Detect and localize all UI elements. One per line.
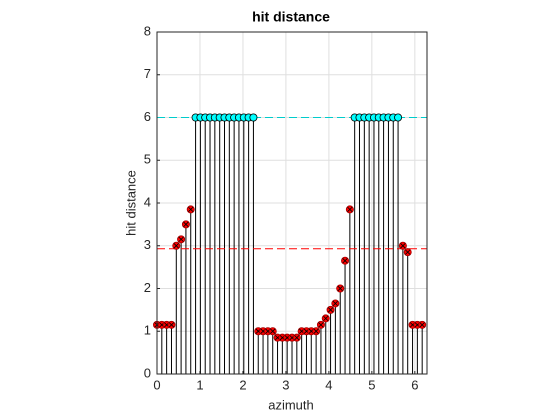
y-tick-label: 7 bbox=[144, 66, 151, 81]
y-axis-label: hit distance bbox=[123, 170, 138, 236]
y-tick-label: 2 bbox=[144, 280, 151, 295]
marker-cross bbox=[270, 328, 276, 334]
marker-cross bbox=[347, 206, 353, 212]
marker-cross bbox=[400, 243, 406, 249]
marker-cross bbox=[332, 300, 338, 307]
y-tick-label: 4 bbox=[144, 194, 151, 209]
y-tick-label: 8 bbox=[144, 23, 151, 38]
marker-cross bbox=[173, 243, 179, 249]
marker-cross bbox=[183, 221, 189, 227]
x-tick-label: 5 bbox=[368, 377, 375, 392]
axes-box bbox=[156, 31, 428, 375]
x-tick-label: 2 bbox=[239, 377, 246, 392]
stem-marker bbox=[249, 113, 258, 122]
chart-title: hit distance bbox=[252, 9, 330, 25]
x-tick-label: 6 bbox=[411, 377, 418, 392]
y-tick-label: 6 bbox=[144, 109, 151, 124]
marker-cross bbox=[405, 249, 411, 255]
stem-marker bbox=[394, 113, 403, 122]
y-tick-label: 1 bbox=[144, 323, 151, 338]
marker-cross bbox=[318, 322, 324, 328]
marker-cross bbox=[294, 335, 300, 341]
marker-cross bbox=[188, 206, 194, 212]
marker-cross bbox=[178, 236, 184, 242]
x-tick-label: 4 bbox=[325, 377, 332, 392]
y-tick-label: 5 bbox=[144, 152, 151, 167]
marker-cross bbox=[313, 328, 319, 334]
x-tick-label: 1 bbox=[196, 377, 203, 392]
x-axis-label: azimuth bbox=[268, 397, 314, 412]
y-tick-label: 0 bbox=[144, 365, 151, 380]
x-tick-label: 0 bbox=[153, 377, 160, 392]
y-tick-label: 3 bbox=[144, 237, 151, 252]
marker-cross bbox=[342, 258, 348, 264]
x-tick-label: 3 bbox=[282, 377, 289, 392]
marker-cross bbox=[168, 322, 175, 328]
marker-cross bbox=[419, 322, 425, 328]
marker-cross bbox=[323, 315, 329, 322]
marker-cross bbox=[327, 307, 334, 313]
marker-cross bbox=[337, 285, 343, 292]
